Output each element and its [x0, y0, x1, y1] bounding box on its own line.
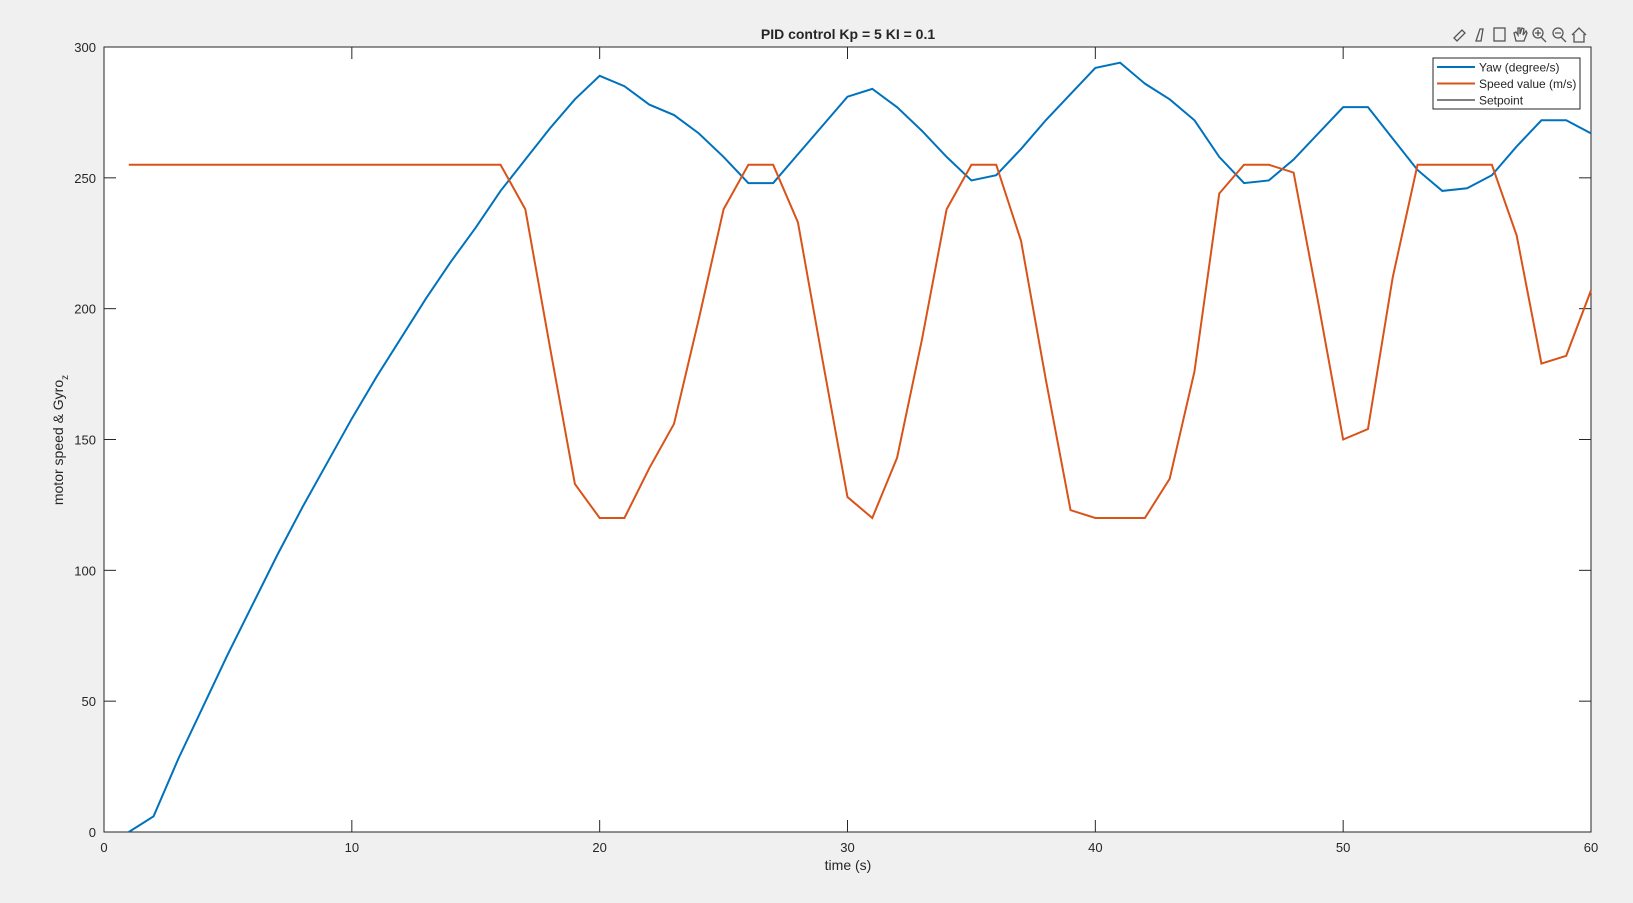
- legend-label: Setpoint: [1479, 94, 1524, 108]
- x-tick-label: 40: [1088, 840, 1102, 855]
- home-tool[interactable]: [1571, 27, 1587, 43]
- x-tick-label: 20: [592, 840, 606, 855]
- y-axis-label-text: motor speed & Gyro: [50, 380, 66, 505]
- y-tick-label: 250: [74, 171, 96, 186]
- brush-tool[interactable]: [1453, 29, 1466, 42]
- y-tick-label: 100: [74, 563, 96, 578]
- y-axis-label: motor speed & Gyroz: [50, 375, 71, 505]
- x-tick-label: 0: [100, 840, 107, 855]
- legend: Yaw (degree/s) Speed value (m/s) Setpoint: [1432, 57, 1581, 110]
- chart-title: PID control Kp = 5 KI = 0.1: [761, 26, 935, 42]
- legend-tool[interactable]: [1493, 27, 1506, 42]
- y-tick-label: 0: [89, 825, 96, 840]
- x-tick-label: 30: [840, 840, 854, 855]
- legend-label: Speed value (m/s): [1479, 77, 1576, 91]
- zoom-in-tool[interactable]: [1532, 27, 1547, 43]
- y-tick-label: 50: [82, 694, 96, 709]
- series-line: [128, 61, 1592, 833]
- zoom-out-tool[interactable]: [1552, 27, 1567, 43]
- series-line: [128, 163, 1592, 520]
- x-axis-label: time (s): [825, 857, 872, 873]
- y-tick-label: 200: [74, 302, 96, 317]
- y-tick-label: 150: [74, 433, 96, 448]
- x-tick-label: 60: [1584, 840, 1598, 855]
- data-tip-tool[interactable]: [1475, 28, 1484, 42]
- pan-tool[interactable]: [1513, 27, 1528, 42]
- x-tick-label: 10: [345, 840, 359, 855]
- y-tick-label: 300: [74, 40, 96, 55]
- toolbar[interactable]: [1453, 27, 1587, 43]
- y-axis-label-subscript: z: [60, 375, 71, 380]
- legend-label: Yaw (degree/s): [1479, 61, 1559, 75]
- x-tick-label: 50: [1336, 840, 1350, 855]
